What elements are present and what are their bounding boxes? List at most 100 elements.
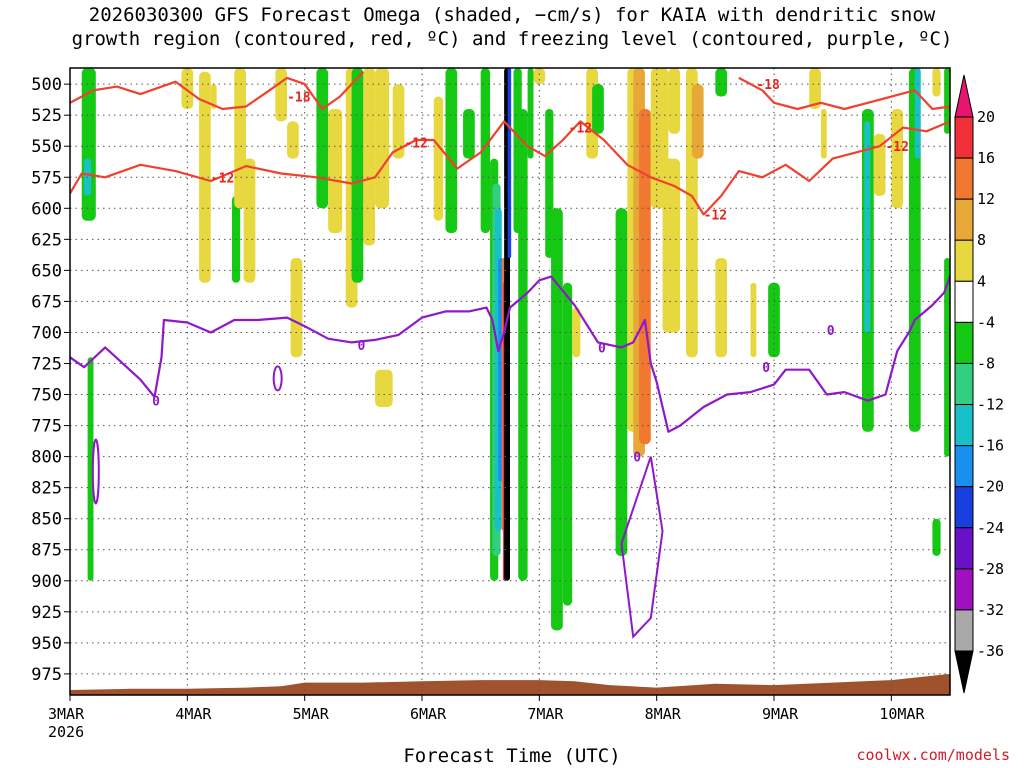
omega-region <box>932 68 941 97</box>
omega-region <box>87 357 94 581</box>
omega-region <box>662 158 681 333</box>
contour-freezing-loop <box>91 438 100 505</box>
contour-label-purple: 0 <box>357 339 365 354</box>
omega-region <box>551 208 563 631</box>
omega-region <box>243 158 256 283</box>
y-tick-label: 750 <box>31 386 62 406</box>
omega-region <box>351 68 364 283</box>
colorbar-box <box>954 568 974 611</box>
omega-region <box>750 282 757 358</box>
y-tick-label: 875 <box>31 541 62 561</box>
omega-region <box>518 108 528 581</box>
x-year-label: 2026 <box>48 723 84 741</box>
y-tick-label: 850 <box>31 510 62 530</box>
omega-region <box>287 121 299 159</box>
omega-region <box>820 108 827 159</box>
contour-label-red: -18 <box>287 91 311 106</box>
colorbar-label: 4 <box>977 272 986 290</box>
omega-region <box>480 68 491 234</box>
y-tick-label: 575 <box>31 168 62 188</box>
omega-region <box>275 68 288 122</box>
y-tick-label: 725 <box>31 354 62 374</box>
contour-label-red: -18 <box>756 78 780 93</box>
x-tick-label: 9MAR <box>762 705 799 723</box>
y-tick-label: 700 <box>31 323 62 343</box>
omega-region <box>392 84 405 159</box>
x-tick-label: 6MAR <box>410 705 447 723</box>
omega-region <box>873 133 886 196</box>
contour-minus18-a <box>69 70 365 111</box>
y-tick-label: 900 <box>31 572 62 592</box>
colorbar-label: -36 <box>977 642 1004 660</box>
contour-label-red: -12 <box>569 122 592 137</box>
contour-label-purple: 0 <box>762 361 770 376</box>
omega-region <box>932 518 941 556</box>
omega-region <box>944 257 950 457</box>
x-axis-ticks: 3MAR 4MAR 5MAR 6MAR 7MAR 8MAR 9MAR 10MAR 2026 <box>48 695 925 741</box>
omega-region <box>507 68 512 258</box>
colorbar-box <box>954 239 974 282</box>
omega-region <box>375 68 390 209</box>
contour-label-purple: 0 <box>827 324 835 339</box>
omega-region <box>533 68 546 85</box>
omega-region <box>210 84 217 109</box>
omega-region <box>445 68 458 234</box>
omega-region <box>463 108 475 159</box>
y-tick-label: 550 <box>31 137 62 157</box>
y-tick-label: 625 <box>31 230 62 250</box>
colorbar-label: 12 <box>977 190 995 208</box>
omega-region <box>809 68 821 109</box>
colorbar-box <box>954 116 974 159</box>
chart-title-line-2: growth region (contoured, red, ºC) and f… <box>71 28 953 50</box>
omega-region <box>768 282 780 358</box>
x-tick-label: 3MAR <box>48 705 85 723</box>
colorbar-label: -24 <box>977 519 1004 537</box>
ground-fill <box>70 673 950 695</box>
omega-region <box>668 68 681 134</box>
chart-title-line-1: 2026030300 GFS Forecast Omega (shaded, −… <box>88 4 936 26</box>
contour-label-purple: 0 <box>633 451 641 466</box>
contour-label-red: -12 <box>885 140 908 155</box>
x-tick-label: 7MAR <box>527 705 564 723</box>
colorbar-box <box>954 486 974 529</box>
colorbar-box <box>954 609 974 652</box>
y-tick-label: 675 <box>31 292 62 312</box>
grid-lines <box>70 68 950 695</box>
ground-surface <box>70 673 950 695</box>
colorbar-box <box>954 362 974 406</box>
y-tick-label: 975 <box>31 665 62 685</box>
omega-region <box>891 108 904 209</box>
y-axis-ticks: 500 525 550 575 600 625 650 675 700 725 750 775 800 8… <box>31 75 70 685</box>
omega-region <box>715 257 728 358</box>
omega-region <box>615 208 628 556</box>
omega-region <box>908 68 921 432</box>
x-tick-label: 5MAR <box>293 705 330 723</box>
colorbar-bottom-arrow <box>954 650 974 694</box>
omega-region <box>433 96 444 221</box>
omega-region <box>691 84 704 159</box>
colorbar-label: -8 <box>977 354 995 372</box>
colorbar-box <box>954 280 974 323</box>
colorbar-box <box>954 527 974 570</box>
y-tick-label: 500 <box>31 75 62 95</box>
colorbar-label: -4 <box>977 313 995 331</box>
omega-region <box>527 68 534 159</box>
contour-minus18-b <box>738 76 951 111</box>
colorbar-box <box>954 198 974 241</box>
y-tick-label: 950 <box>31 634 62 654</box>
contour-label-red: -12 <box>404 136 427 151</box>
colorbar-box <box>954 157 974 200</box>
colorbar-label: 16 <box>977 149 995 167</box>
y-tick-label: 600 <box>31 199 62 219</box>
colorbar-label: 20 <box>977 108 995 126</box>
contour-label-purple: 0 <box>152 395 160 410</box>
contour-minus12 <box>69 120 951 216</box>
plot-frame <box>69 67 951 696</box>
omega-region <box>639 108 651 445</box>
contour-freezing-level <box>69 275 952 433</box>
x-tick-label: 4MAR <box>175 705 212 723</box>
omega-region <box>199 71 211 283</box>
temperature-contours: -18 -18 -12 -12 -12 -12 -12 0 0 0 0 0 0 <box>69 70 952 639</box>
y-tick-label: 825 <box>31 479 62 499</box>
